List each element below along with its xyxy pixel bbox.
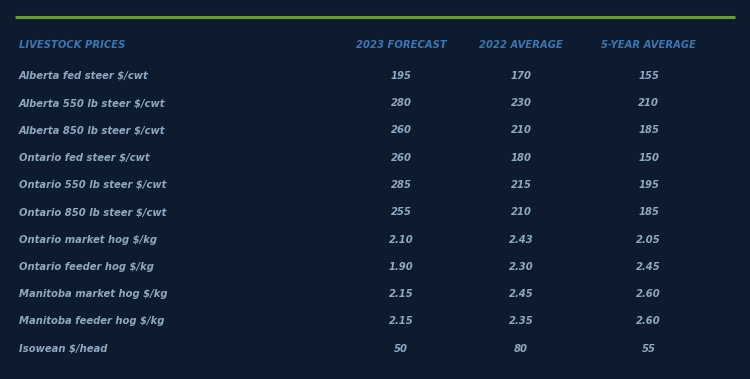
Text: 2.15: 2.15 — [388, 316, 414, 326]
Text: 285: 285 — [391, 180, 412, 190]
Text: 80: 80 — [514, 344, 528, 354]
Text: 2.10: 2.10 — [388, 235, 414, 244]
Text: 2.30: 2.30 — [509, 262, 534, 272]
Text: 150: 150 — [638, 153, 659, 163]
Text: 50: 50 — [394, 344, 408, 354]
Text: 230: 230 — [511, 98, 532, 108]
Text: 2.35: 2.35 — [509, 316, 534, 326]
Text: Alberta 550 lb steer $/cwt: Alberta 550 lb steer $/cwt — [19, 98, 165, 108]
Text: 55: 55 — [642, 344, 656, 354]
Text: Isowean $/head: Isowean $/head — [19, 344, 107, 354]
Text: Ontario 550 lb steer $/cwt: Ontario 550 lb steer $/cwt — [19, 180, 166, 190]
Text: 1.90: 1.90 — [388, 262, 414, 272]
Text: 195: 195 — [638, 180, 659, 190]
Text: 210: 210 — [511, 207, 532, 217]
Text: 185: 185 — [638, 125, 659, 135]
Text: 2022 AVERAGE: 2022 AVERAGE — [479, 41, 563, 50]
Text: 2.15: 2.15 — [388, 289, 414, 299]
Text: Ontario market hog $/kg: Ontario market hog $/kg — [19, 235, 157, 244]
Text: 260: 260 — [391, 125, 412, 135]
Text: Ontario feeder hog $/kg: Ontario feeder hog $/kg — [19, 262, 154, 272]
Text: Alberta 850 lb steer $/cwt: Alberta 850 lb steer $/cwt — [19, 125, 165, 135]
Text: Alberta fed steer $/cwt: Alberta fed steer $/cwt — [19, 71, 148, 81]
Text: 2.60: 2.60 — [636, 289, 662, 299]
Text: Ontario 850 lb steer $/cwt: Ontario 850 lb steer $/cwt — [19, 207, 166, 217]
Text: 2023 FORECAST: 2023 FORECAST — [356, 41, 447, 50]
Text: 2.45: 2.45 — [636, 262, 662, 272]
Text: 5-YEAR AVERAGE: 5-YEAR AVERAGE — [602, 41, 696, 50]
Text: 2.45: 2.45 — [509, 289, 534, 299]
Text: 195: 195 — [391, 71, 412, 81]
Text: 210: 210 — [638, 98, 659, 108]
Text: 180: 180 — [511, 153, 532, 163]
Text: 260: 260 — [391, 153, 412, 163]
Text: 185: 185 — [638, 207, 659, 217]
Text: Manitoba feeder hog $/kg: Manitoba feeder hog $/kg — [19, 316, 164, 326]
Text: 2.60: 2.60 — [636, 316, 662, 326]
Text: 255: 255 — [391, 207, 412, 217]
Text: Manitoba market hog $/kg: Manitoba market hog $/kg — [19, 289, 167, 299]
Text: 215: 215 — [511, 180, 532, 190]
Text: 2.05: 2.05 — [636, 235, 662, 244]
Text: 2.43: 2.43 — [509, 235, 534, 244]
Text: 280: 280 — [391, 98, 412, 108]
Text: 170: 170 — [511, 71, 532, 81]
Text: LIVESTOCK PRICES: LIVESTOCK PRICES — [19, 41, 125, 50]
Text: 210: 210 — [511, 125, 532, 135]
Text: 155: 155 — [638, 71, 659, 81]
Text: Ontario fed steer $/cwt: Ontario fed steer $/cwt — [19, 153, 149, 163]
